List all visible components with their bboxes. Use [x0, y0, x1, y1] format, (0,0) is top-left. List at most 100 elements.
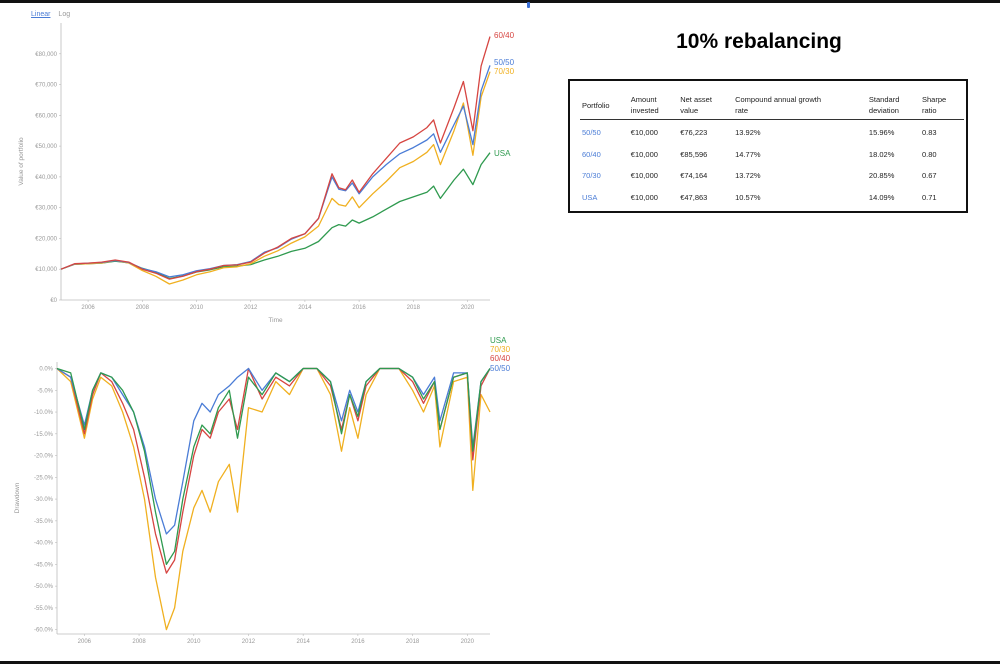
y-tick-label: €30,000 [35, 206, 57, 212]
column-header: Portfolio [580, 91, 629, 120]
column-header-line: ratio [922, 106, 937, 115]
column-header: Standard deviation [866, 91, 920, 120]
linear-toggle[interactable]: Linear [31, 11, 51, 18]
x-tick-label: 2016 [351, 639, 365, 645]
x-tick-label: 2014 [296, 639, 310, 645]
table-cell: 14.09% [868, 192, 895, 202]
y-tick-label: -45.0% [34, 562, 54, 568]
table-row: 50/50 €10,000 €76,223 13.92% 15.96% 0.83 [580, 120, 964, 144]
legend-label: 60/40 [490, 354, 511, 363]
table-cell: 20.85% [868, 171, 895, 181]
table-cell: €47,863 [680, 192, 708, 202]
table-body: 50/50 €10,000 €76,223 13.92% 15.96% 0.83 60/40… [580, 120, 964, 209]
portfolio-link[interactable]: 60/40 [582, 149, 601, 159]
legend-label: 70/30 [490, 345, 511, 354]
series-end-label: USA [494, 149, 511, 158]
log-toggle[interactable]: Log [58, 11, 71, 18]
column-header: Sharpe ratio [920, 91, 964, 120]
table-cell: €85,596 [680, 149, 708, 159]
table-cell: €10,000 [630, 149, 658, 159]
series-line-70-30 [60, 71, 491, 285]
y-tick-label: -15.0% [34, 432, 54, 438]
portfolio-link[interactable]: USA [582, 192, 598, 202]
series-line-60-40 [60, 36, 491, 280]
x-tick-label: 2012 [242, 639, 256, 645]
x-tick-label: 2006 [81, 305, 95, 311]
y-tick-label: -10.0% [34, 410, 54, 416]
table-cell: 0.80 [922, 149, 937, 159]
bottom-border [0, 661, 1000, 664]
y-tick-label: -5.0% [37, 388, 53, 394]
x-tick-label: 2008 [136, 305, 150, 311]
y-tick-label: -50.0% [34, 584, 54, 590]
table-cell: 13.92% [735, 128, 761, 138]
column-header-line: rate [735, 106, 749, 115]
x-tick-label: 2010 [190, 305, 204, 311]
table-cell: 0.71 [922, 192, 937, 202]
scroll-marker [527, 2, 530, 8]
table-header-row: Portfolio Amount invested Net asset value Com… [580, 91, 964, 120]
table-cell: 0.83 [922, 128, 937, 138]
column-header-line: deviation [868, 106, 899, 115]
table-cell: 18.02% [868, 149, 895, 159]
legend-label: USA [490, 336, 507, 345]
column-header-line: invested [630, 106, 659, 115]
y-tick-label: -30.0% [34, 497, 54, 503]
column-header-line: Sharpe [922, 95, 947, 104]
y-tick-label: -55.0% [34, 606, 54, 612]
column-header: Compound annual growth rate [733, 91, 867, 120]
table-cell: €76,223 [680, 128, 708, 138]
x-tick-label: 2020 [461, 305, 475, 311]
column-header-line: Portfolio [582, 100, 610, 110]
table-cell: 13.72% [735, 171, 761, 181]
y-tick-label: -20.0% [34, 454, 54, 460]
column-header: Net asset value [678, 91, 734, 120]
y-tick-label: -35.0% [34, 519, 54, 525]
y-axis-title: Value of portfolio [18, 137, 25, 186]
y-tick-label: €50,000 [35, 144, 57, 150]
portfolio-link[interactable]: 50/50 [582, 128, 601, 138]
column-header-line: Compound annual growth [735, 95, 821, 104]
table-cell: €10,000 [630, 171, 658, 181]
x-tick-label: 2018 [406, 639, 420, 645]
x-tick-label: 2020 [461, 639, 475, 645]
table-cell: 15.96% [868, 128, 895, 138]
series-line-60-40 [56, 367, 491, 574]
portfolio-link[interactable]: 70/30 [582, 171, 601, 181]
series-end-label: 60/40 [494, 31, 515, 40]
table-cell: €10,000 [630, 128, 658, 138]
legend-label: 50/50 [490, 364, 511, 373]
column-header-line: Amount [630, 95, 657, 104]
table-cell: 10.57% [735, 192, 761, 202]
y-tick-label: €80,000 [35, 52, 57, 58]
page-title: 10% rebalancing [676, 30, 842, 53]
y-tick-label: €20,000 [35, 236, 57, 242]
x-tick-label: 2014 [298, 305, 312, 311]
value-chart: €0 €10,000 €20,000 €30,000 €40,000 €50,000 €60… [18, 23, 491, 324]
scale-toggle: Linear Log [31, 11, 76, 18]
y-tick-label: -40.0% [34, 541, 54, 547]
table-row: USA €10,000 €47,863 10.57% 14.09% 0.71 [580, 187, 964, 209]
x-tick-label: 2016 [352, 305, 366, 311]
top-border [0, 0, 1000, 3]
y-tick-label: €40,000 [35, 175, 57, 181]
y-tick-label: 0.0% [39, 367, 53, 373]
column-header-line: value [680, 106, 699, 115]
y-tick-label: -60.0% [34, 628, 54, 634]
stats-table: Portfolio Amount invested Net asset value Com… [580, 91, 964, 208]
y-tick-label: €10,000 [35, 267, 57, 273]
series-end-label: 50/50 [494, 58, 515, 67]
table-cell: €10,000 [630, 192, 658, 202]
y-axis-title: Drawdown [14, 482, 21, 513]
series-line-50-50 [60, 65, 491, 278]
table-cell: 0.67 [922, 171, 937, 181]
column-header: Amount invested [628, 91, 679, 120]
table-row: 70/30 €10,000 €74,164 13.72% 20.85% 0.67 [580, 165, 964, 187]
x-tick-label: 2008 [132, 639, 146, 645]
column-header-line: Net asset [680, 95, 712, 104]
x-axis-title: Time [268, 317, 283, 324]
table-row: 60/40 €10,000 €85,596 14.77% 18.02% 0.80 [580, 144, 964, 166]
y-tick-label: -25.0% [34, 475, 54, 481]
y-tick-label: €0 [50, 298, 57, 304]
